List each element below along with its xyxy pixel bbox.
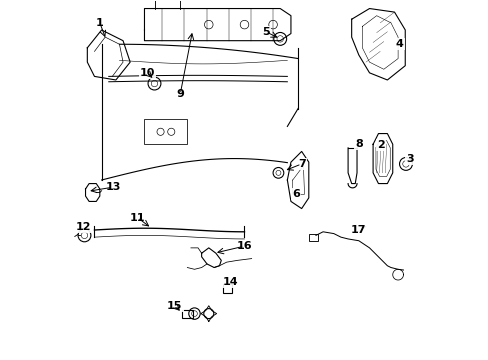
Text: 12: 12 xyxy=(75,222,91,232)
Text: 9: 9 xyxy=(176,89,184,99)
Text: 4: 4 xyxy=(395,39,403,49)
Text: 3: 3 xyxy=(405,154,413,163)
Bar xyxy=(223,284,231,293)
Text: 13: 13 xyxy=(105,182,121,192)
Text: 5: 5 xyxy=(262,27,269,37)
Text: 14: 14 xyxy=(222,277,238,287)
Text: 11: 11 xyxy=(129,212,145,222)
Bar xyxy=(144,119,187,144)
Text: 8: 8 xyxy=(354,139,362,149)
Text: 10: 10 xyxy=(140,68,155,78)
Text: 1: 1 xyxy=(96,18,103,28)
Text: 16: 16 xyxy=(236,241,252,251)
Text: 15: 15 xyxy=(167,301,182,311)
Bar xyxy=(308,234,317,241)
Text: 2: 2 xyxy=(377,140,385,150)
Bar xyxy=(182,310,192,318)
Text: 17: 17 xyxy=(350,225,366,235)
Text: 7: 7 xyxy=(297,159,305,169)
Text: 6: 6 xyxy=(292,189,300,199)
